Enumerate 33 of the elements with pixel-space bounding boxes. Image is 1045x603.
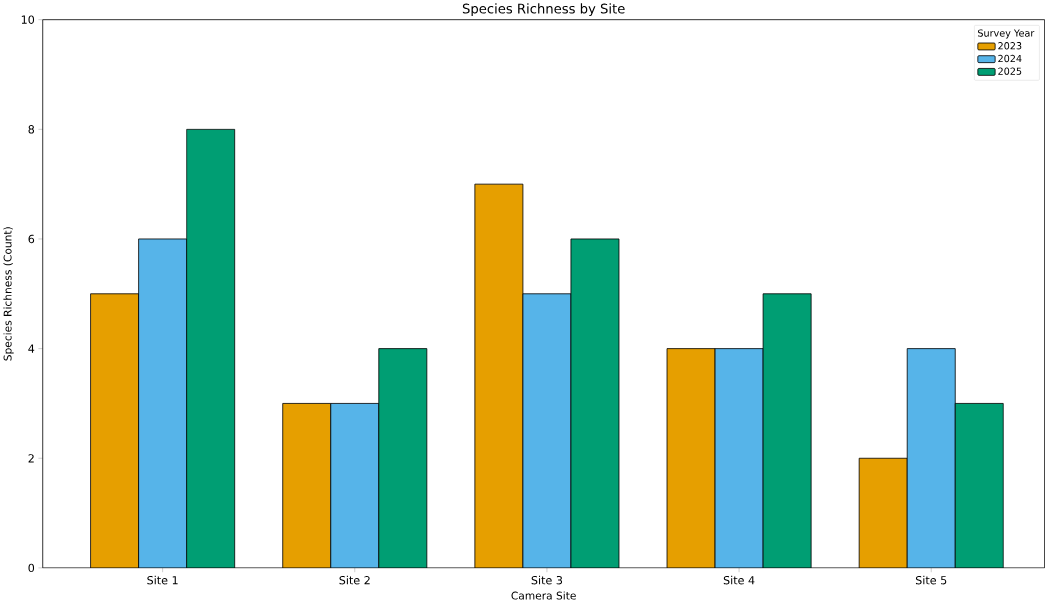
legend-label: 2023	[998, 42, 1022, 50]
legend-title: Survey Year	[978, 29, 1035, 39]
x-tick-label: Site 1	[147, 575, 178, 585]
x-tick-label: Site 2	[339, 575, 370, 585]
bar	[762, 293, 812, 568]
x-tick-label: Site 5	[915, 575, 947, 585]
bar	[330, 403, 380, 568]
chart-title: Species Richness by Site	[462, 3, 625, 17]
bar	[570, 238, 619, 568]
bar	[138, 238, 188, 568]
bar	[90, 293, 140, 568]
bar	[522, 293, 571, 568]
legend-label: 2025	[998, 67, 1022, 75]
bar	[282, 403, 332, 568]
bar	[714, 348, 764, 568]
x-tick-label: Site 4	[723, 575, 755, 585]
bar	[186, 128, 236, 568]
legend-label: 2024	[998, 54, 1022, 63]
bar	[378, 348, 428, 568]
bar	[906, 348, 956, 568]
y-tick-label: 0	[28, 563, 35, 573]
x-tick-label: Site 3	[531, 575, 563, 585]
bar	[858, 457, 908, 568]
x-axis-title: Camera Site	[511, 591, 576, 600]
y-tick-label: 4	[28, 344, 35, 353]
y-tick-label: 6	[28, 234, 35, 244]
bar	[666, 348, 716, 568]
y-tick-label: 10	[21, 15, 35, 24]
bar	[474, 184, 523, 568]
y-tick-label: 8	[28, 125, 35, 134]
y-tick-label: 2	[28, 454, 34, 463]
bar	[954, 403, 1004, 568]
y-axis-title: Species Richness (Count)	[3, 227, 14, 361]
